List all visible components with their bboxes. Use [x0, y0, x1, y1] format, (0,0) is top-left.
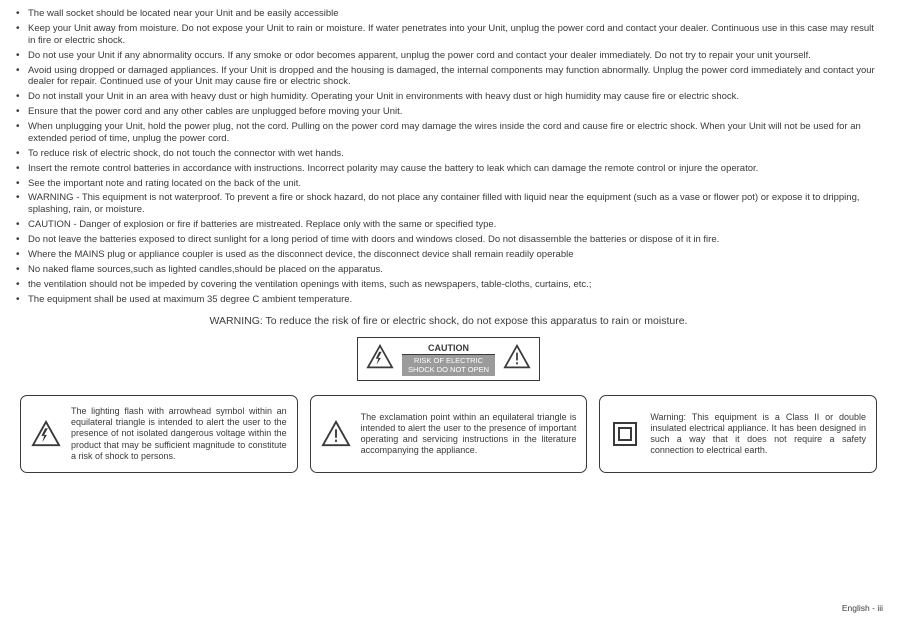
safety-bullet-item: To reduce risk of electric shock, do not…: [14, 148, 883, 160]
safety-bullet-item: Where the MAINS plug or appliance couple…: [14, 249, 883, 261]
safety-bullet-item: Do not leave the batteries exposed to di…: [14, 234, 883, 246]
safety-bullet-item: No naked flame sources,such as lighted c…: [14, 264, 883, 276]
caution-box-container: CAUTION RISK OF ELECTRICSHOCK DO NOT OPE…: [14, 337, 883, 381]
safety-bullet-item: CAUTION - Danger of explosion or fire if…: [14, 219, 883, 231]
info-card-class2: Warning: This equipment is a Class II or…: [599, 395, 877, 473]
double-square-icon: [610, 421, 640, 447]
info-card-text: The lighting flash with arrowhead symbol…: [71, 406, 287, 462]
safety-bullet-item: the ventilation should not be impeded by…: [14, 279, 883, 291]
safety-bullet-list: The wall socket should be located near y…: [14, 8, 883, 305]
safety-bullet-item: The wall socket should be located near y…: [14, 8, 883, 20]
info-card-lightning: The lighting flash with arrowhead symbol…: [20, 395, 298, 473]
info-card-row: The lighting flash with arrowhead symbol…: [14, 395, 883, 473]
safety-bullet-item: Avoid using dropped or damaged appliance…: [14, 65, 883, 89]
info-card-text: Warning: This equipment is a Class II or…: [650, 412, 866, 457]
main-warning-text: WARNING: To reduce the risk of fire or e…: [14, 315, 883, 327]
info-card-exclamation: The exclamation point within an equilate…: [310, 395, 588, 473]
safety-bullet-item: WARNING - This equipment is not waterpro…: [14, 192, 883, 216]
exclamation-triangle-icon: [321, 420, 351, 448]
caution-subtitle: RISK OF ELECTRICSHOCK DO NOT OPEN: [402, 355, 495, 376]
caution-text-block: CAUTION RISK OF ELECTRICSHOCK DO NOT OPE…: [402, 342, 495, 376]
safety-bullet-item: When unplugging your Unit, hold the powe…: [14, 121, 883, 145]
caution-title: CAUTION: [402, 342, 495, 355]
exclamation-triangle-icon: [503, 344, 531, 375]
safety-bullet-item: Insert the remote control batteries in a…: [14, 163, 883, 175]
lightning-triangle-icon: [366, 344, 394, 375]
safety-bullet-item: See the important note and rating locate…: [14, 178, 883, 190]
safety-bullet-item: Do not install your Unit in an area with…: [14, 91, 883, 103]
safety-bullet-item: Do not use your Unit if any abnormality …: [14, 50, 883, 62]
info-card-text: The exclamation point within an equilate…: [361, 412, 577, 457]
safety-bullet-item: The equipment shall be used at maximum 3…: [14, 294, 883, 306]
safety-bullet-item: Keep your Unit away from moisture. Do no…: [14, 23, 883, 47]
safety-bullet-item: Ensure that the power cord and any other…: [14, 106, 883, 118]
page-number: English - iii: [842, 603, 883, 613]
lightning-triangle-icon: [31, 420, 61, 448]
caution-box: CAUTION RISK OF ELECTRICSHOCK DO NOT OPE…: [357, 337, 540, 381]
